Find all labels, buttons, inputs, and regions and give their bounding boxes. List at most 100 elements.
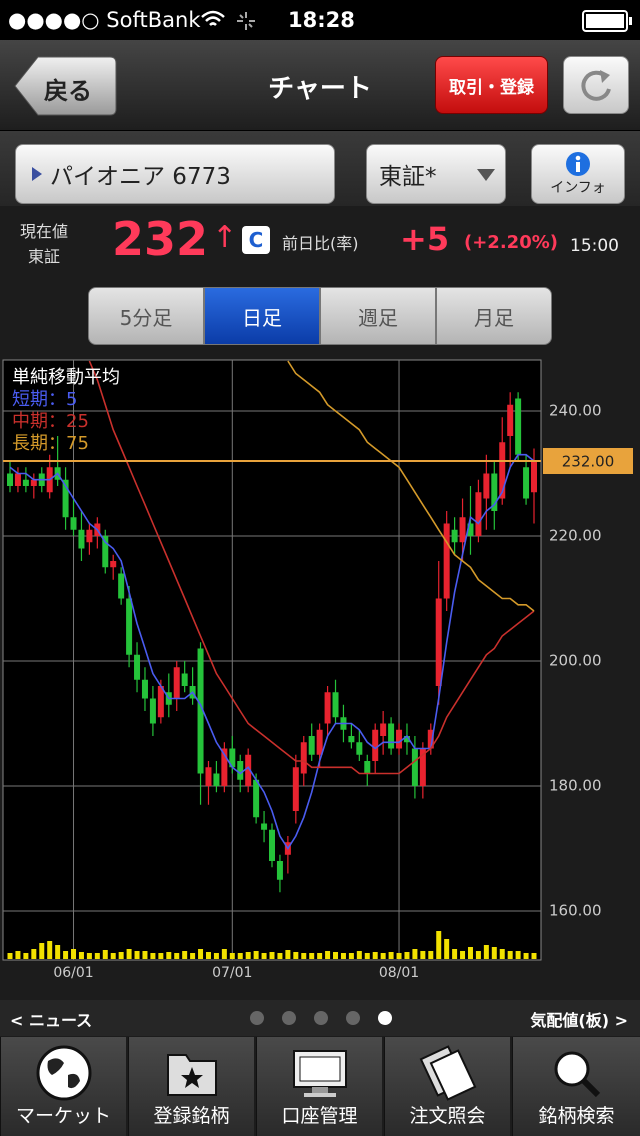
candle-body: [459, 517, 466, 543]
info-icon: [566, 152, 590, 176]
tab-account[interactable]: 口座管理: [256, 1037, 382, 1136]
volume-bar: [380, 953, 386, 959]
volume-bar: [412, 949, 418, 959]
candle-body: [102, 536, 109, 568]
volume-bar: [269, 952, 275, 959]
stock-selector[interactable]: パイオニア 6773: [15, 144, 335, 204]
y-tick-label: 180.00: [549, 777, 602, 795]
candle-body: [388, 723, 395, 749]
candle-body: [507, 404, 514, 436]
tab-label[interactable]: 登録銘柄: [153, 1105, 230, 1127]
page-dot: [378, 1011, 392, 1025]
volume-bar: [63, 951, 69, 959]
candle-body: [70, 517, 77, 530]
nav-bar: 戻る チャート 取引・登録: [0, 40, 640, 131]
candle-body: [348, 736, 355, 743]
volume-bar: [47, 941, 53, 959]
candle-body: [269, 829, 275, 861]
volume-bar: [333, 952, 339, 959]
y-tick-label: 240.00: [549, 402, 602, 420]
ma-line: [287, 360, 535, 612]
volume-bar: [309, 953, 315, 959]
board-link[interactable]: 気配値(板) >: [530, 1011, 628, 1030]
volume-bar: [182, 951, 188, 959]
candle-body: [332, 692, 339, 718]
volume-bar: [150, 953, 156, 959]
volume-bar: [507, 951, 513, 959]
volume-bar: [325, 951, 331, 959]
last-price-box: [543, 448, 633, 474]
tab-orders[interactable]: 注文照会: [384, 1037, 510, 1136]
page-dot: [282, 1011, 296, 1025]
tab-label[interactable]: マーケット: [15, 1105, 111, 1127]
info-button[interactable]: インフォ: [531, 144, 625, 204]
volume-bar: [452, 949, 458, 959]
tab-label[interactable]: 口座管理: [281, 1105, 358, 1127]
candle-body: [7, 473, 13, 486]
volume-bar: [237, 953, 243, 959]
news-link[interactable]: < ニュース: [10, 1011, 93, 1030]
volume-bar: [372, 952, 378, 959]
tab-market[interactable]: マーケット: [0, 1037, 126, 1136]
tab-label[interactable]: 注文照会: [409, 1105, 486, 1127]
candle-body: [356, 742, 363, 755]
candle-body: [157, 686, 164, 718]
volume-bar: [356, 951, 362, 959]
candle-body: [364, 761, 371, 774]
candle-body: [237, 761, 244, 780]
change: +5: [400, 220, 450, 258]
volume-bar: [340, 953, 346, 959]
pager-bar: < ニュース 気配値(板) >: [0, 1000, 640, 1036]
volume-bar: [261, 953, 267, 959]
volume-bar: [491, 947, 497, 959]
tab-search[interactable]: 銘柄検索: [512, 1037, 640, 1136]
candle-body: [475, 492, 482, 536]
candle-body: [435, 598, 442, 686]
volume-bar: [467, 947, 473, 959]
change-label: 前日比(率): [282, 234, 359, 253]
period-tab[interactable]: 5分足: [88, 287, 204, 345]
info-label[interactable]: インフォ: [550, 180, 606, 196]
back-button[interactable]: [14, 55, 118, 117]
candle-body: [372, 729, 379, 761]
volume-bar: [301, 953, 307, 959]
candle-body: [229, 748, 236, 768]
volume-bar: [198, 949, 204, 959]
volume-bar: [285, 950, 291, 959]
market-name[interactable]: 東証*: [379, 164, 437, 190]
candle-body: [380, 723, 387, 736]
period-tab[interactable]: 週足: [320, 287, 436, 345]
volume-bar: [444, 939, 450, 959]
legend-entry: 長期：75: [12, 433, 89, 454]
tab-label[interactable]: 銘柄検索: [538, 1105, 615, 1127]
candle-body: [316, 729, 323, 755]
volume-bar: [499, 949, 505, 959]
price-arrow: ↑: [212, 220, 238, 255]
volume-bar: [460, 951, 466, 959]
candle-body: [213, 773, 220, 786]
candle-body: [62, 479, 69, 518]
candle-body: [78, 529, 85, 549]
volume-bar: [110, 953, 116, 959]
price: 232: [112, 212, 209, 266]
volume-bar: [523, 953, 529, 959]
y-tick-label: 220.00: [549, 527, 602, 545]
market-selector[interactable]: 東証*: [366, 144, 506, 204]
tab-watchlist[interactable]: 登録銘柄: [128, 1037, 254, 1136]
volume-bar: [396, 953, 402, 959]
back-label[interactable]: 戻る: [44, 77, 92, 105]
stock-name[interactable]: パイオニア 6773: [50, 164, 231, 190]
volume-bar: [118, 952, 124, 959]
triangle: [32, 167, 42, 181]
quote-time: 15:00: [570, 236, 619, 256]
candle-body: [443, 523, 450, 599]
volume-bar: [174, 953, 180, 959]
refresh-button[interactable]: [563, 56, 629, 114]
volume-bar: [39, 943, 45, 959]
candle-body: [245, 754, 252, 786]
trade-button[interactable]: 取引・登録: [435, 56, 548, 114]
period-tab[interactable]: 日足: [204, 287, 320, 345]
period-tab[interactable]: 月足: [436, 287, 552, 345]
candle-body: [308, 736, 315, 755]
